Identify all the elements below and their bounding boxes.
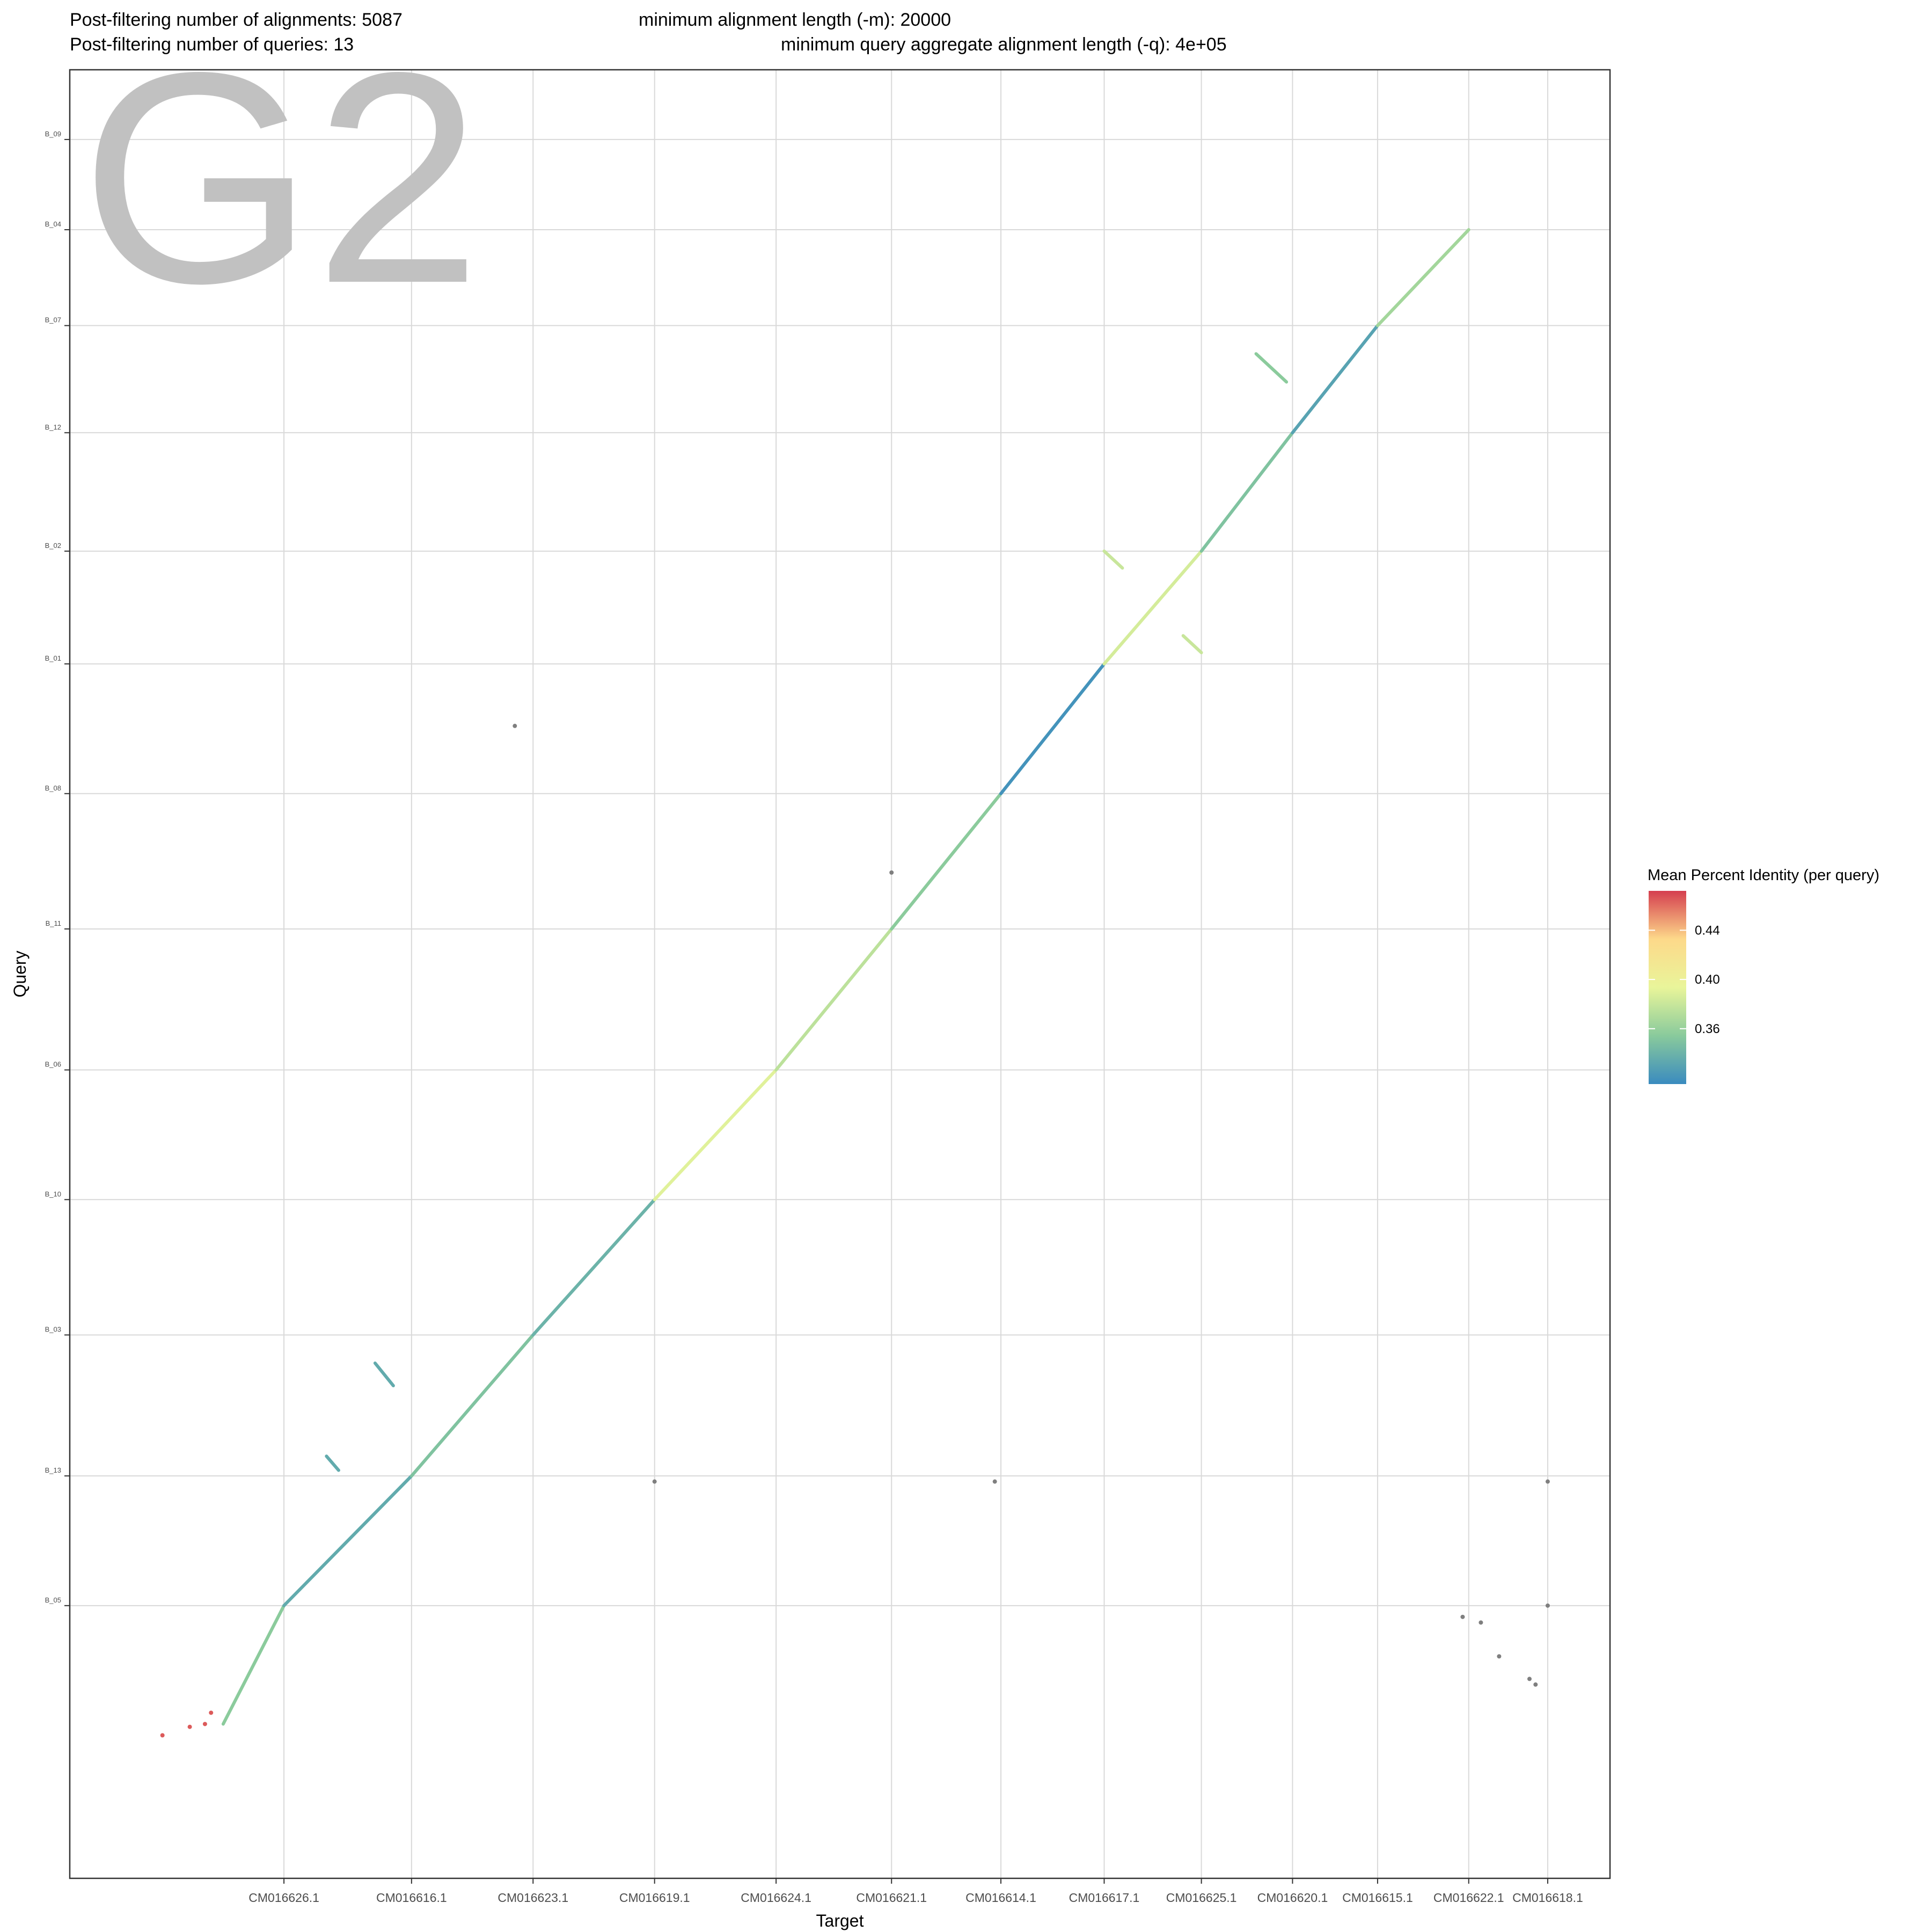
alignment-segment-B_04	[1375, 228, 1470, 327]
y-tick-label-12: B_09	[45, 130, 61, 138]
x-tick-label-8: CM016625.1	[1166, 1891, 1237, 1905]
inverted-alignment-1	[1181, 634, 1203, 655]
alignment-segment-B_08	[890, 792, 1003, 931]
x-tick-label-10: CM016615.1	[1342, 1891, 1413, 1905]
alignment-point-0	[202, 1722, 207, 1726]
alignment-segment-B_07	[1291, 324, 1379, 435]
x-tick-label-0: CM016626.1	[248, 1891, 319, 1905]
alignment-point-14	[1533, 1682, 1538, 1687]
x-axis-ticks: CM016626.1 CM016616.1 CM016623.1 CM016619.1…	[248, 1878, 1583, 1905]
x-tick-label-9: CM016620.1	[1257, 1891, 1328, 1905]
alignment-segment-B_13	[282, 1474, 413, 1607]
legend-colorbar	[1649, 891, 1686, 1084]
y-tick-label-0: B_05	[45, 1596, 61, 1604]
y-tick-label-11: B_04	[45, 220, 61, 228]
y-tick-label-4: B_06	[45, 1060, 61, 1069]
panel-border	[69, 69, 1611, 1879]
color-legend: Mean Percent Identity (per query) 0.360.…	[1648, 867, 1879, 1084]
alignment-point-3	[187, 1724, 192, 1729]
y-tick-label-5: B_11	[46, 919, 61, 927]
y-tick-label-6: B_08	[45, 784, 61, 792]
alignment-point-4	[513, 723, 517, 728]
alignment-point-1	[209, 1710, 214, 1715]
x-tick-label-5: CM016621.1	[856, 1891, 927, 1905]
x-tick-label-12: CM016618.1	[1512, 1891, 1583, 1905]
inverted-alignment-0	[1102, 549, 1124, 570]
y-tick-label-7: B_01	[45, 654, 61, 662]
legend-tick-label-0: 0.36	[1695, 1022, 1720, 1036]
alignment-segment-B_12	[1199, 431, 1294, 553]
plot-panel: G2	[69, 10, 1611, 1879]
x-tick-label-11: CM016622.1	[1433, 1891, 1504, 1905]
inverted-alignment-3	[373, 1362, 395, 1388]
x-tick-label-3: CM016619.1	[619, 1891, 690, 1905]
alignment-point-7	[992, 1479, 997, 1484]
alignment-segment-B_10	[531, 1198, 656, 1337]
alignment-marks	[160, 228, 1550, 1738]
legend-tick-label-1: 0.40	[1695, 972, 1720, 987]
x-tick-label-6: CM016614.1	[965, 1891, 1036, 1905]
y-tick-label-1: B_13	[45, 1466, 61, 1474]
legend-title: Mean Percent Identity (per query)	[1648, 867, 1879, 884]
y-tick-label-2: B_03	[45, 1325, 61, 1333]
alignment-segment-B_11	[774, 927, 894, 1072]
alignment-point-9	[1545, 1603, 1550, 1608]
x-tick-label-4: CM016624.1	[741, 1891, 811, 1905]
y-tick-label-3: B_10	[45, 1190, 61, 1198]
y-axis-ticks: B_05 B_13 B_03 B_10 B_06 B_11 B_08 B_01 B_02 B_12…	[45, 130, 70, 1606]
y-tick-label-10: B_07	[45, 316, 61, 324]
legend-tick-label-2: 0.44	[1695, 923, 1720, 938]
alignment-segment-B_03	[409, 1333, 535, 1478]
alignment-segment-B_05	[221, 1604, 286, 1726]
alignment-point-5	[889, 870, 894, 875]
x-tick-label-2: CM016623.1	[497, 1891, 568, 1905]
inverted-alignment-2	[1254, 352, 1289, 384]
alignment-point-11	[1479, 1620, 1483, 1625]
watermark-layer: G2	[80, 10, 481, 346]
alignment-point-8	[1545, 1479, 1550, 1484]
y-axis-label: Query	[10, 950, 30, 997]
alignment-point-6	[652, 1479, 657, 1484]
alignment-point-2	[160, 1733, 165, 1738]
alignment-point-12	[1497, 1654, 1502, 1659]
panel-background	[70, 70, 1610, 1878]
alignment-segment-B_02	[1102, 549, 1203, 666]
grid-lines	[70, 70, 1610, 1878]
y-tick-label-9: B_12	[45, 423, 61, 431]
x-tick-label-1: CM016616.1	[376, 1891, 447, 1905]
x-tick-label-7: CM016617.1	[1069, 1891, 1140, 1905]
header-min-query-aggregate: minimum query aggregate alignment length…	[781, 34, 1227, 55]
alignment-point-10	[1460, 1614, 1465, 1619]
alignment-point-13	[1527, 1677, 1532, 1681]
alignment-segment-B_01	[999, 662, 1106, 795]
inverted-alignment-4	[325, 1454, 340, 1472]
header-alignments: Post-filtering number of alignments: 508…	[70, 10, 402, 30]
header-queries: Post-filtering number of queries: 13	[70, 34, 354, 55]
y-tick-label-8: B_02	[45, 541, 61, 550]
legend-ticks: 0.36 0.40 0.44	[1649, 923, 1720, 1036]
header-min-alignment-length: minimum alignment length (-m): 20000	[639, 10, 951, 30]
x-axis-label: Target	[816, 1911, 864, 1930]
g2-watermark: G2	[80, 10, 481, 346]
alignment-segment-B_06	[653, 1068, 778, 1202]
